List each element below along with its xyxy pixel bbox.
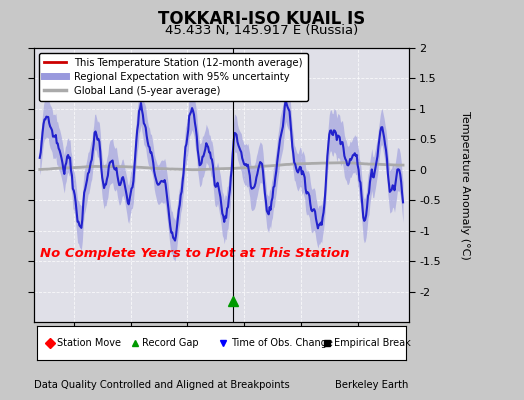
Text: Record Gap: Record Gap [142,338,199,348]
Text: No Complete Years to Plot at This Station: No Complete Years to Plot at This Statio… [40,247,350,260]
Legend: This Temperature Station (12-month average), Regional Expectation with 95% uncer: This Temperature Station (12-month avera… [39,53,308,101]
Text: 45.433 N, 145.917 E (Russia): 45.433 N, 145.917 E (Russia) [166,24,358,37]
Text: Time of Obs. Change: Time of Obs. Change [231,338,333,348]
Y-axis label: Temperature Anomaly (°C): Temperature Anomaly (°C) [460,111,470,259]
Text: Berkeley Earth: Berkeley Earth [335,380,409,390]
Text: Empirical Break: Empirical Break [334,338,411,348]
Text: Data Quality Controlled and Aligned at Breakpoints: Data Quality Controlled and Aligned at B… [34,380,290,390]
Text: Station Move: Station Move [57,338,121,348]
Text: TOKKARI-ISO KUAIL IS: TOKKARI-ISO KUAIL IS [158,10,366,28]
